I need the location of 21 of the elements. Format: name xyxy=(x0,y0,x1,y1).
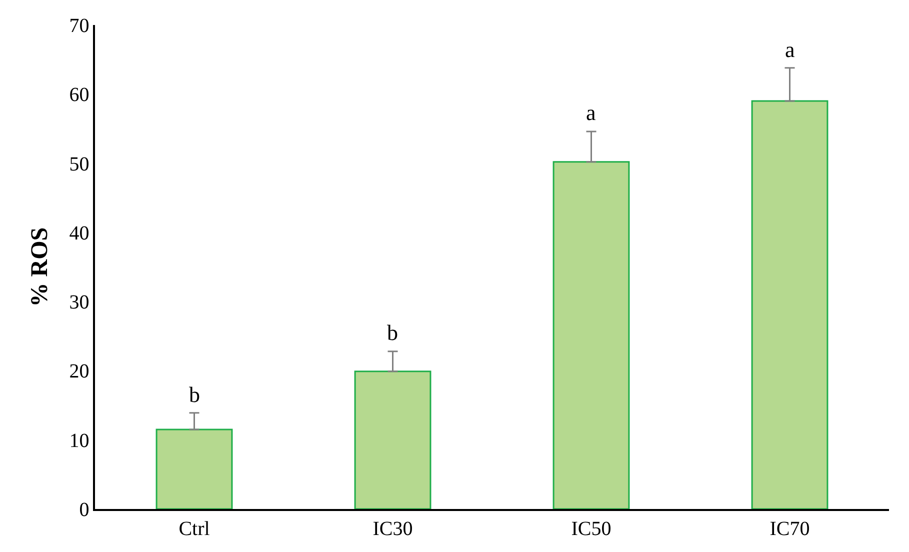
x-tick-label: Ctrl xyxy=(178,518,210,540)
x-tick-label: IC70 xyxy=(770,518,810,540)
bar xyxy=(751,100,828,509)
bar xyxy=(156,428,233,509)
x-tick-label: IC30 xyxy=(372,518,413,540)
annotation: a xyxy=(785,37,795,62)
y-tick-label: 60 xyxy=(69,84,90,106)
bar xyxy=(552,161,630,509)
y-tick-label: 0 xyxy=(79,499,90,521)
annotation: b xyxy=(189,382,200,407)
y-tick-label: 50 xyxy=(69,153,90,176)
annotation: b xyxy=(387,320,398,345)
y-tick-label: 10 xyxy=(69,430,90,452)
y-tick-label: 40 xyxy=(69,222,90,244)
y-axis-title: % ROS xyxy=(26,227,53,307)
annotation: a xyxy=(586,100,596,125)
y-tick-label: 20 xyxy=(69,360,90,383)
bar xyxy=(354,370,432,509)
x-tick-label: IC50 xyxy=(571,518,612,540)
y-tick-label: 70 xyxy=(69,15,90,37)
y-tick-label: 30 xyxy=(69,292,90,314)
